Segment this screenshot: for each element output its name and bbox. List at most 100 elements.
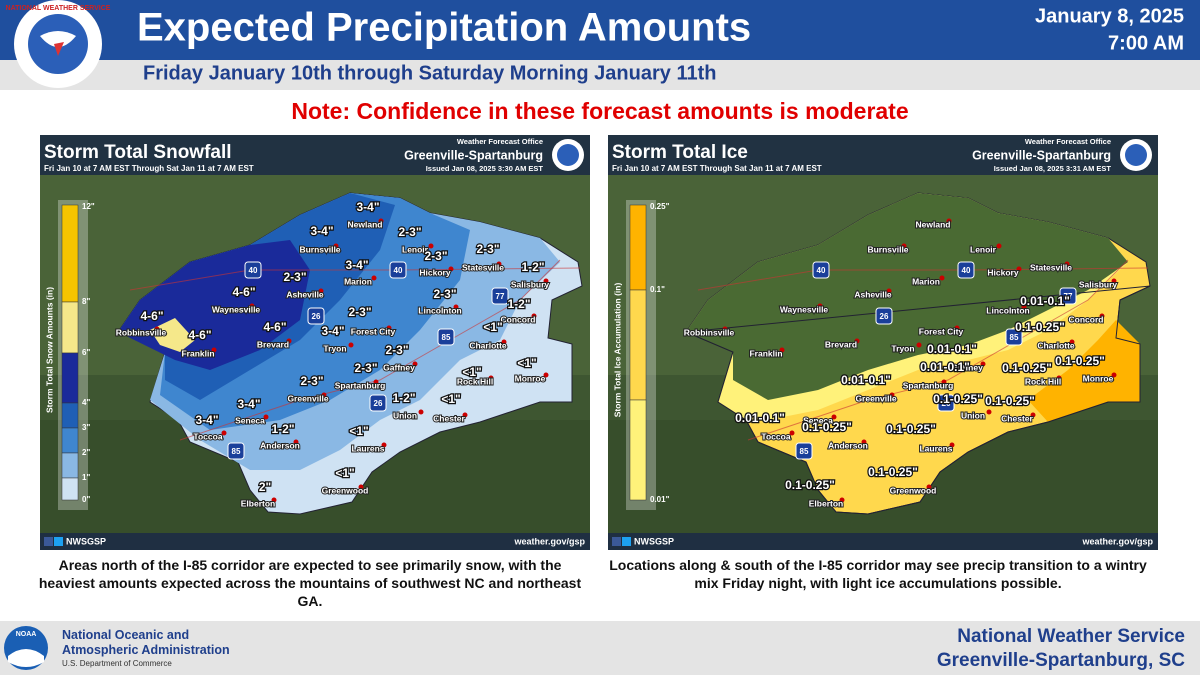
city-label: Anderson (260, 440, 300, 450)
interstate-number: 77 (1064, 292, 1073, 301)
panel-header (608, 135, 1158, 175)
legend-swatch (61, 301, 79, 354)
legend-label: 8" (82, 297, 90, 306)
amount-label: 2-3" (433, 287, 456, 301)
legend-swatch (629, 399, 647, 501)
city-label: Asheville (854, 289, 892, 299)
interstate-number: 85 (1010, 333, 1019, 342)
city-dot (954, 325, 960, 331)
city-dot (381, 442, 387, 448)
office-label: Weather Forecast Office (1025, 137, 1111, 146)
amount-label: 0.01-0.1" (841, 373, 891, 387)
city-dot (373, 379, 379, 385)
city-label: Newland (916, 219, 951, 229)
amount-label: 4-6" (263, 320, 286, 334)
city-dot (1111, 278, 1117, 284)
city-label: Greenwood (322, 485, 369, 495)
interstate-number: 26 (942, 399, 951, 408)
noaa-logo-wave (8, 649, 44, 667)
city-label: Union (961, 410, 985, 420)
city-label: Statesville (1030, 262, 1072, 272)
city-label: Tryon (323, 343, 346, 353)
city-label: Seneca (235, 415, 265, 425)
social: NWSGSP (66, 536, 106, 546)
legend-label: 0" (82, 495, 90, 504)
interstate-number: 85 (800, 447, 809, 456)
city-dot (839, 497, 845, 503)
amount-label: 3-4" (195, 413, 218, 427)
city-label: Elberton (809, 498, 843, 508)
city-label: Asheville (286, 289, 324, 299)
city-label: Greenville (855, 393, 896, 403)
city-dot (779, 347, 785, 353)
city-dot (949, 442, 955, 448)
city-dot (1016, 266, 1022, 272)
interstate-shield (1059, 287, 1077, 305)
legend-swatch (629, 204, 647, 291)
amount-label: 0.1-0.25" (785, 478, 835, 492)
city-dot (1069, 339, 1075, 345)
city-dot (333, 243, 339, 249)
city-dot (901, 243, 907, 249)
interstate-shield (1005, 328, 1023, 346)
city-dot (817, 303, 823, 309)
city-dot (854, 338, 860, 344)
city-dot (926, 484, 932, 490)
amount-label: 0.01-0.1" (1020, 294, 1070, 308)
note: Note: Confidence in these forecast amoun… (291, 98, 908, 124)
interstate-number: 26 (880, 312, 889, 321)
amount-label: <1" (462, 365, 481, 379)
footer-band (0, 621, 1200, 675)
interstate-shield (812, 261, 830, 279)
amount-label: 0.1-0.25" (1055, 354, 1105, 368)
city-label: Hickory (987, 267, 1018, 277)
amount-label: 0.1-0.25" (868, 465, 918, 479)
city-label: Spartanburg (335, 380, 386, 390)
city-dot (448, 266, 454, 272)
city-label: Lenoir (402, 244, 429, 254)
social-icon (54, 537, 63, 546)
amount-label: 3-4" (237, 397, 260, 411)
amount-label: 4-6" (232, 285, 255, 299)
city-label: Rock Hill (457, 376, 493, 386)
map-region (686, 193, 1128, 400)
amount-label: 2-3" (354, 361, 377, 375)
legend-label: 0.25" (650, 202, 670, 211)
city-dot (996, 243, 1002, 249)
city-label: Lincolnton (418, 305, 461, 315)
city-label: Salisbury (511, 279, 550, 289)
time: 7:00 AM (1108, 32, 1184, 54)
city-dot (453, 304, 459, 310)
city-label: Gaffney (951, 362, 983, 372)
city-dot (886, 288, 892, 294)
amount-label: 0.1-0.25" (933, 392, 983, 406)
city-dot (1111, 372, 1117, 378)
city-label: Marion (912, 276, 940, 286)
legend-label: 3" (82, 423, 90, 432)
interstate-number: 40 (394, 266, 403, 275)
legend-label: 4" (82, 398, 90, 407)
city-dot (980, 361, 986, 367)
interstate-shield (227, 442, 245, 460)
city-dot (293, 439, 299, 445)
interstate-shield (491, 287, 509, 305)
legend-swatch (61, 204, 79, 303)
city-label: Burnsville (867, 244, 908, 254)
panel-period: Fri Jan 10 at 7 AM EST Through Sat Jan 1… (44, 164, 254, 173)
map-region (685, 285, 1151, 515)
office-logo-inner (557, 144, 579, 166)
city-label: Union (393, 410, 417, 420)
city-label: Franklin (749, 348, 782, 358)
snow-caption: Areas north of the I-85 corridor are exp… (38, 557, 582, 609)
interstate-number: 26 (312, 312, 321, 321)
interstate-number: 40 (249, 266, 258, 275)
social-icon (622, 537, 631, 546)
city-dot (371, 275, 377, 281)
amount-label: 4-6" (140, 309, 163, 323)
city-dot (154, 326, 160, 332)
panel-header (40, 135, 590, 175)
interstate-shield (937, 394, 955, 412)
city-dot (321, 392, 327, 398)
city-dot (531, 313, 537, 319)
